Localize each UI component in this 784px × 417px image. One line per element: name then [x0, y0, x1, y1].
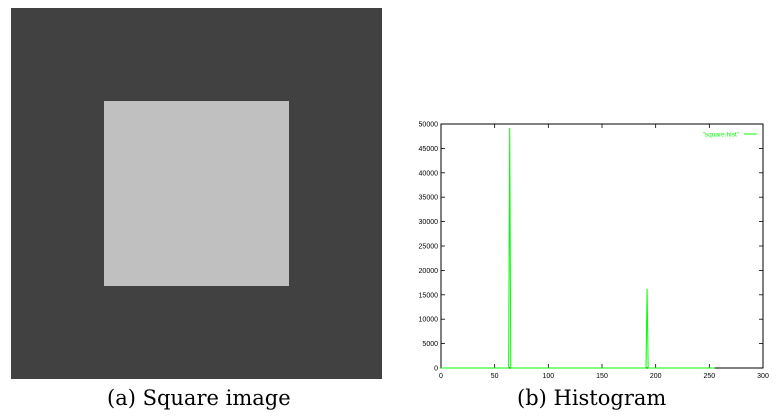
- inner-square: [104, 101, 289, 286]
- x-tick-label: 200: [650, 373, 662, 380]
- histogram-chart: 0 50 100 150 200 250 300 0 5000 10000 15000 20000 25…: [419, 122, 769, 381]
- caption-a: (a) Square image: [107, 386, 291, 410]
- y-tick-label: 10000: [419, 317, 439, 324]
- caption-b: (b) Histogram: [517, 386, 667, 410]
- legend-label: "square.hist": [703, 132, 740, 139]
- y-tick-label: 5000: [422, 341, 438, 348]
- x-tick-label: 150: [596, 373, 608, 380]
- series-line: [441, 127, 715, 369]
- y-tick-label: 40000: [419, 170, 439, 177]
- y-tick-label: 30000: [419, 219, 439, 226]
- x-tick-label: 50: [491, 373, 499, 380]
- y-tick-label: 15000: [419, 292, 439, 299]
- y-tick-label: 35000: [419, 195, 439, 202]
- square-image: [11, 8, 382, 379]
- x-tick-label: 0: [439, 373, 443, 380]
- y-tick-label: 20000: [419, 268, 439, 275]
- x-tick-label: 300: [757, 373, 769, 380]
- x-tick-label: 250: [703, 373, 715, 380]
- y-tick-label: 25000: [419, 244, 439, 251]
- x-tick-label: 100: [542, 373, 554, 380]
- plot-frame: [440, 123, 764, 369]
- y-tick-label: 0: [434, 366, 438, 373]
- y-tick-label: 45000: [419, 146, 439, 153]
- y-tick-label: 50000: [419, 122, 439, 129]
